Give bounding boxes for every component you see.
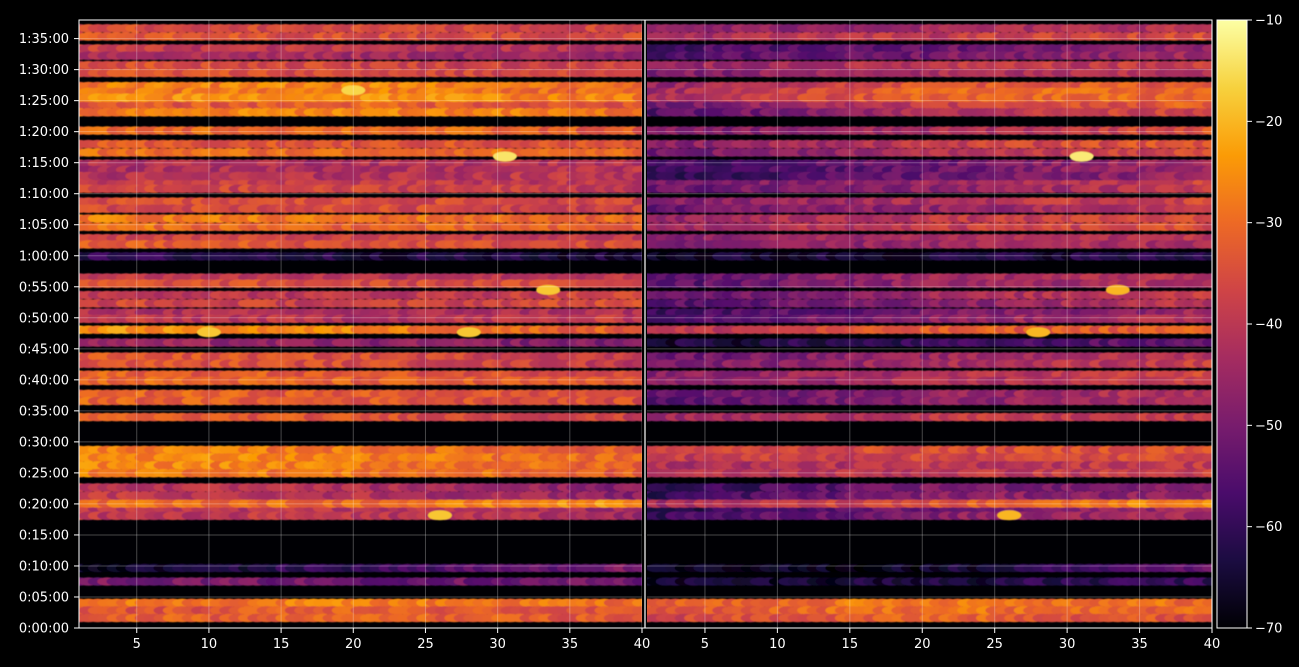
cell-left-b5 bbox=[632, 483, 642, 492]
cell-right-b10 bbox=[1202, 359, 1212, 369]
cell-left-b14 bbox=[632, 290, 642, 300]
cell-right-b1 bbox=[1202, 577, 1212, 586]
cell-right-b14 bbox=[1202, 290, 1212, 300]
cell-left-b6 bbox=[632, 461, 642, 470]
cell-right-b7 bbox=[1202, 412, 1212, 422]
cell-left-b7 bbox=[632, 412, 642, 422]
cell-right-b5 bbox=[1202, 491, 1212, 500]
cell-left-b20 bbox=[632, 184, 642, 194]
cell-left-b17 bbox=[632, 240, 642, 249]
cell-left-b8 bbox=[632, 389, 642, 399]
cell-right-b13 bbox=[1202, 314, 1212, 324]
cell-left-b13 bbox=[632, 314, 642, 324]
cell-left-b4 bbox=[632, 499, 642, 508]
cell-right-b6 bbox=[1202, 445, 1212, 455]
cell-right-b6 bbox=[1202, 453, 1212, 462]
hotspot-5 bbox=[427, 510, 452, 521]
hotspot-2 bbox=[341, 85, 366, 96]
cell-left-b10 bbox=[632, 359, 642, 369]
cell-left-b18 bbox=[632, 222, 642, 232]
cell-left-b2 bbox=[632, 563, 642, 573]
cell-left-b28 bbox=[632, 24, 642, 33]
cell-left-b0 bbox=[632, 606, 642, 615]
cell-right-b8 bbox=[1202, 389, 1212, 399]
cell-left-b27 bbox=[632, 51, 642, 60]
cell-left-b0 bbox=[632, 613, 642, 623]
cell-right-b6 bbox=[1202, 461, 1212, 470]
cell-left-b23 bbox=[632, 126, 642, 135]
hotspot-0 bbox=[492, 151, 517, 162]
cell-right-b0 bbox=[1202, 613, 1212, 623]
cell-left-b16 bbox=[632, 252, 642, 261]
panel-left-background bbox=[79, 20, 642, 628]
cell-left-b14 bbox=[632, 299, 642, 308]
cell-left-b26 bbox=[632, 68, 642, 78]
cell-right-b10 bbox=[1202, 352, 1212, 361]
cell-right-b4 bbox=[1202, 499, 1212, 508]
cell-right-b9 bbox=[1202, 376, 1212, 386]
panel-right-background bbox=[647, 20, 1212, 628]
cell-left-b6 bbox=[632, 453, 642, 462]
cell-left-b8 bbox=[632, 396, 642, 406]
cell-left-b1 bbox=[632, 577, 642, 586]
cell-right-b5 bbox=[1202, 483, 1212, 492]
cell-left-b19 bbox=[632, 204, 642, 213]
cell-left-b21 bbox=[632, 171, 642, 181]
cell-left-b22 bbox=[632, 148, 642, 157]
cell-right-b2 bbox=[1202, 563, 1212, 573]
heatmap-panel-right bbox=[647, 20, 1212, 628]
cell-left-b0 bbox=[632, 598, 642, 608]
cell-left-b6 bbox=[632, 445, 642, 455]
cell-left-b9 bbox=[632, 376, 642, 386]
cell-left-b22 bbox=[632, 139, 642, 149]
cell-right-b3 bbox=[1202, 511, 1212, 521]
cell-right-b6 bbox=[1202, 468, 1212, 478]
hotspot-3 bbox=[456, 327, 481, 338]
cell-left-b5 bbox=[632, 491, 642, 500]
cell-right-b0 bbox=[1202, 606, 1212, 615]
cell-left-b11 bbox=[632, 338, 642, 347]
cell-left-b15 bbox=[632, 279, 642, 288]
cell-left-b12 bbox=[632, 325, 642, 334]
cell-right-b11 bbox=[1202, 338, 1212, 347]
cell-right-b0 bbox=[1202, 598, 1212, 608]
heatmap-panel-left bbox=[79, 20, 642, 628]
hotspot-9 bbox=[196, 327, 221, 338]
cell-left-b27 bbox=[632, 44, 642, 53]
cell-left-b25 bbox=[632, 93, 642, 102]
cell-right-b12 bbox=[1202, 325, 1212, 334]
cell-left-b24 bbox=[632, 108, 642, 117]
cell-right-b8 bbox=[1202, 396, 1212, 406]
cell-left-b28 bbox=[632, 32, 642, 41]
cell-left-b3 bbox=[632, 511, 642, 521]
cell-left-b26 bbox=[632, 60, 642, 70]
cell-left-b6 bbox=[632, 468, 642, 478]
cell-left-b18 bbox=[632, 214, 642, 223]
cell-left-b10 bbox=[632, 352, 642, 361]
cell-left-b24 bbox=[632, 100, 642, 109]
hotspot-7 bbox=[536, 284, 561, 295]
cell-left-b19 bbox=[632, 197, 642, 206]
